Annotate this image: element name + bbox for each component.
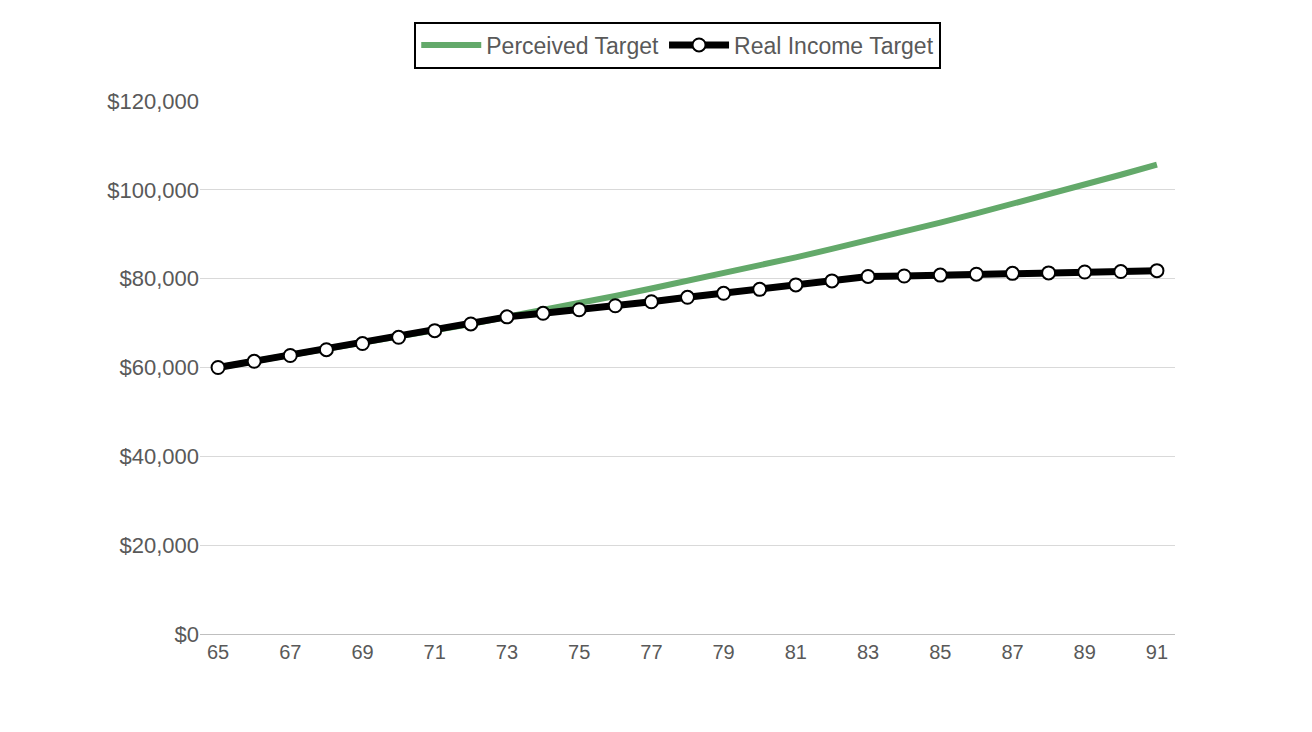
svg-text:$40,000: $40,000: [119, 444, 199, 469]
svg-text:$0: $0: [175, 622, 199, 647]
svg-text:85: 85: [929, 641, 951, 663]
svg-text:71: 71: [424, 641, 446, 663]
svg-text:67: 67: [279, 641, 301, 663]
svg-text:$120,000: $120,000: [107, 89, 199, 114]
svg-text:$80,000: $80,000: [119, 266, 199, 291]
svg-text:77: 77: [640, 641, 662, 663]
svg-text:79: 79: [712, 641, 734, 663]
svg-text:83: 83: [857, 641, 879, 663]
svg-text:81: 81: [785, 641, 807, 663]
svg-text:87: 87: [1001, 641, 1023, 663]
svg-text:73: 73: [496, 641, 518, 663]
svg-text:69: 69: [351, 641, 373, 663]
svg-text:91: 91: [1146, 641, 1168, 663]
svg-text:$100,000: $100,000: [107, 178, 199, 203]
svg-text:Perceived Target: Perceived Target: [486, 33, 659, 59]
svg-text:$20,000: $20,000: [119, 533, 199, 558]
svg-text:$60,000: $60,000: [119, 355, 199, 380]
svg-text:Real Income Target: Real Income Target: [734, 33, 934, 59]
svg-text:75: 75: [568, 641, 590, 663]
svg-text:65: 65: [207, 641, 229, 663]
svg-text:89: 89: [1074, 641, 1096, 663]
